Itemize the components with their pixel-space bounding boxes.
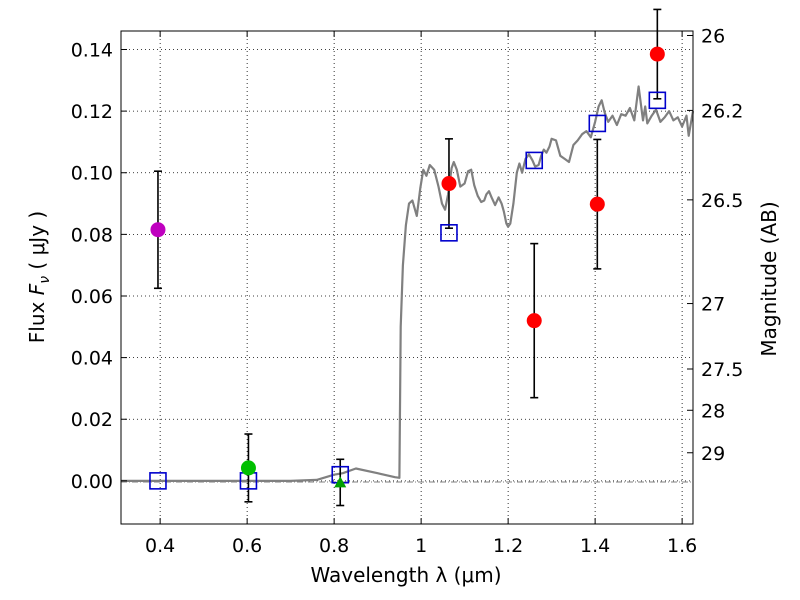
x-tick-label: 1 [415, 535, 427, 557]
y-tick-label: 0.10 [71, 163, 113, 185]
model-photometry-square [440, 224, 458, 242]
grid [121, 31, 693, 524]
magnitude-tick-label: 27 [701, 294, 725, 316]
magnitude-tick-label: 26 [701, 25, 725, 47]
magnitude-tick-label: 26.5 [701, 190, 743, 212]
error-bars [153, 8, 662, 507]
x-tick-label: 0.6 [232, 535, 262, 557]
y-tick-label: 0.04 [71, 348, 113, 370]
model-photometry-square [149, 472, 167, 490]
magnitude-tick-label: 27.5 [701, 359, 743, 381]
model-photometry-square [588, 114, 607, 133]
observed-photometry-point [441, 176, 457, 192]
y-axis-ticks: 0.00 0.02 0.04 0.06 0.08 0.10 0.12 0.14 [71, 39, 127, 493]
magnitude-tick-label: 29 [701, 443, 725, 465]
y-tick-label: 0.14 [71, 39, 113, 61]
magnitude-tick-label: 28 [701, 400, 725, 422]
y-axis-label-left: Flux Fν ( μJy ) [25, 211, 53, 343]
x-tick-label: 0.4 [145, 535, 175, 557]
y-axis-label-right: Magnitude (AB) [757, 201, 781, 356]
x-tick-label: 1.2 [493, 535, 523, 557]
observed-photometry-triangle [334, 476, 347, 488]
magnitude-axis-ticks: 26 26.2 26.5 27 27.5 28 29 [687, 25, 743, 465]
x-tick-label: 1.4 [580, 535, 610, 557]
y-tick-label: 0.12 [71, 101, 113, 123]
magnitude-tick-label: 26.2 [701, 100, 743, 122]
y-tick-label: 0.06 [71, 286, 113, 308]
observed-photometry-point [526, 313, 542, 329]
model-photometry-square [525, 151, 544, 170]
observed-photometry-point [240, 460, 256, 476]
y-tick-label: 0.02 [71, 409, 113, 431]
y-tick-label: 0.00 [71, 471, 113, 493]
observed-photometry-point [649, 46, 665, 62]
model-photometry-square [648, 91, 667, 110]
x-axis-label: Wavelength λ (μm) [310, 563, 501, 587]
y-tick-label: 0.08 [71, 224, 113, 246]
x-axis-ticks: 0.4 0.6 0.8 1 1.2 1.4 1.6 [145, 31, 697, 557]
x-tick-label: 0.8 [319, 535, 349, 557]
plot-frame [120, 30, 694, 525]
x-tick-label: 1.6 [667, 535, 697, 557]
observed-photometry-point [589, 196, 605, 212]
observed-photometry-point [150, 222, 166, 238]
observed-photometry-markers [150, 46, 665, 488]
model-sed-curve [121, 85, 695, 482]
model-photometry-markers [149, 91, 667, 490]
